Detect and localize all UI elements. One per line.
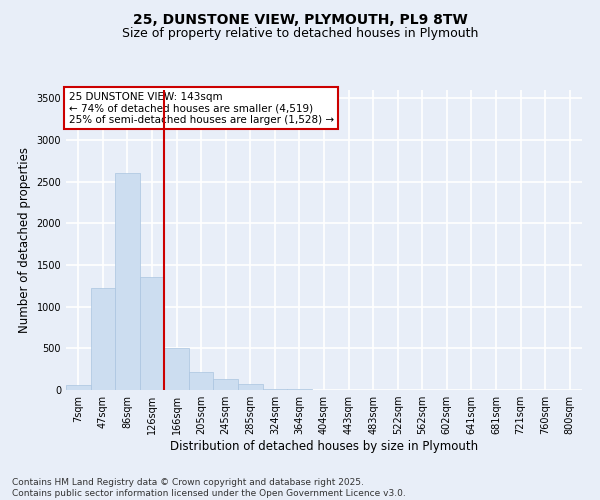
Text: Contains HM Land Registry data © Crown copyright and database right 2025.
Contai: Contains HM Land Registry data © Crown c… — [12, 478, 406, 498]
Text: 25, DUNSTONE VIEW, PLYMOUTH, PL9 8TW: 25, DUNSTONE VIEW, PLYMOUTH, PL9 8TW — [133, 12, 467, 26]
Bar — [164, 348, 189, 390]
Bar — [115, 174, 140, 390]
Bar — [263, 389, 287, 390]
Y-axis label: Number of detached properties: Number of detached properties — [18, 147, 31, 333]
Bar — [189, 372, 214, 390]
Bar — [140, 276, 164, 390]
Text: 25 DUNSTONE VIEW: 143sqm
← 74% of detached houses are smaller (4,519)
25% of sem: 25 DUNSTONE VIEW: 143sqm ← 74% of detach… — [68, 92, 334, 124]
X-axis label: Distribution of detached houses by size in Plymouth: Distribution of detached houses by size … — [170, 440, 478, 453]
Bar — [238, 384, 263, 390]
Bar — [214, 379, 238, 390]
Bar — [287, 389, 312, 390]
Text: Size of property relative to detached houses in Plymouth: Size of property relative to detached ho… — [122, 28, 478, 40]
Bar — [66, 386, 91, 390]
Bar — [91, 288, 115, 390]
